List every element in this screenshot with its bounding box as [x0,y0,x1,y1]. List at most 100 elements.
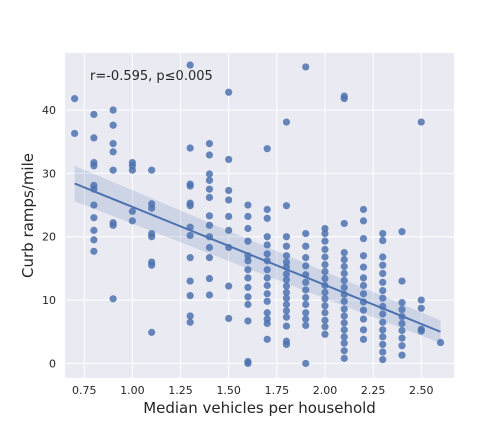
data-point [340,339,348,347]
correlation-annotation: r=-0.595, p≤0.005 [90,69,213,84]
data-point [225,196,233,204]
data-point [282,294,291,302]
data-point [359,326,368,334]
data-point [302,278,310,286]
data-point [359,290,368,298]
data-point [417,327,425,335]
data-point [109,148,117,156]
data-point [282,300,291,309]
data-point [263,274,271,282]
data-point [90,214,98,222]
data-point [205,176,214,184]
data-point [205,151,214,159]
data-point [398,351,406,359]
data-point [302,359,310,368]
data-point [128,207,137,215]
data-point [225,226,233,234]
data-point [340,312,348,320]
data-point [302,315,310,323]
data-point [205,139,214,148]
data-point [263,266,271,274]
data-point [321,229,329,238]
data-point [263,250,271,258]
data-point [398,334,406,342]
data-point [225,282,233,290]
data-point [302,63,310,71]
data-point [282,233,291,241]
data-point [148,166,156,174]
data-point [282,202,291,210]
data-point [186,277,194,285]
y-tick-label: 40 [42,104,56,117]
y-tick-label: 30 [42,167,56,180]
data-point [148,328,156,336]
data-point [321,309,329,317]
data-point [109,166,117,174]
data-point [282,276,291,284]
data-point [244,359,252,368]
data-point [90,236,98,244]
data-point [379,269,387,278]
data-point [244,266,252,274]
data-point [321,237,329,245]
data-point [282,252,291,260]
data-point [263,290,271,298]
data-point [359,315,368,323]
data-point [302,309,310,317]
data-point [302,300,310,309]
data-point [340,269,348,278]
data-point [244,257,252,265]
data-point [186,312,194,320]
data-point [109,106,117,114]
data-point [263,233,271,241]
data-point [379,356,387,364]
data-point [244,317,252,325]
data-point [359,235,368,243]
data-point [244,224,252,233]
data-point [148,261,156,269]
data-point [302,254,310,262]
regression-line [74,182,441,333]
data-point [340,326,348,334]
data-point [340,95,348,103]
data-point [128,217,137,225]
data-point [340,255,348,264]
data-point [225,155,233,164]
data-point [71,95,79,103]
y-tick-label: 20 [42,231,56,244]
data-point [379,318,387,326]
data-point [282,307,291,315]
data-point [263,335,271,343]
data-point [148,204,156,212]
data-point [321,253,329,261]
data-point [244,274,252,282]
data-point [359,274,368,282]
x-axis-ticks: 0.75 1.00 1.25 1.50 1.75 2.00 2.25 2.50 [72,384,434,397]
data-point [244,201,252,209]
data-point [282,340,291,349]
data-point [302,242,310,250]
data-point [340,354,348,362]
data-point [340,219,348,228]
data-point [205,291,214,299]
data-point [398,228,406,236]
data-point [205,221,214,229]
data-point [359,306,368,314]
data-point [186,318,194,326]
plot-area [65,53,454,378]
data-point [244,293,252,301]
data-point [379,253,387,261]
x-tick-label: 2.25 [361,384,386,397]
data-point [302,293,310,302]
data-point [321,302,329,310]
ci-band [74,165,441,344]
data-point [359,335,368,343]
data-point [225,88,233,96]
fit-line [74,182,441,333]
y-tick-label: 10 [42,294,56,307]
data-point [282,288,291,297]
data-point [244,237,252,245]
data-point [263,205,271,214]
x-tick-label: 1.25 [168,384,193,397]
data-point [398,342,406,350]
